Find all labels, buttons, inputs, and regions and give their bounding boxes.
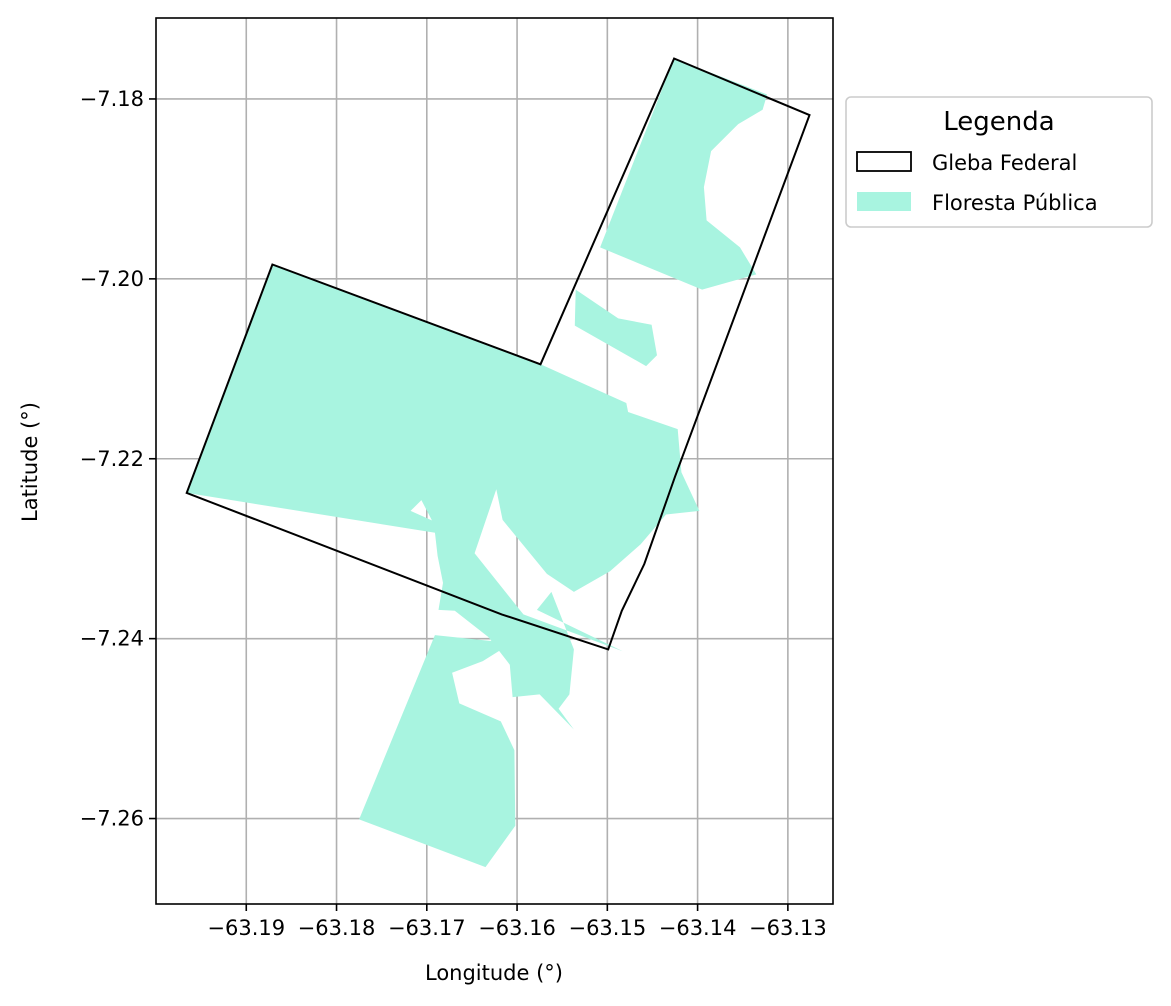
y-axis-title: Latitude (°): [18, 402, 42, 522]
floresta-publica-polygon: [574, 289, 657, 367]
x-tick-label: −63.16: [478, 916, 556, 940]
x-tick-label: −63.13: [749, 916, 827, 940]
y-tick-label: −7.26: [80, 807, 144, 831]
legend-title: Legenda: [943, 107, 1054, 137]
legend-swatch-floresta: [857, 192, 911, 211]
y-tick-label: −7.20: [80, 267, 144, 291]
floresta-publica-polygon: [359, 635, 516, 868]
legend-label-floresta: Floresta Pública: [932, 191, 1098, 215]
floresta-publica-layer: [186, 58, 768, 868]
y-axis-ticks: −7.18 −7.20 −7.22 −7.24 −7.26: [80, 87, 156, 831]
y-tick-label: −7.24: [80, 627, 144, 651]
gleba-federal-layer: [185, 57, 811, 651]
floresta-publica-polygon: [186, 264, 700, 730]
y-tick-label: −7.18: [80, 87, 144, 111]
x-tick-label: −63.19: [207, 916, 285, 940]
legend-swatch-gleba: [856, 151, 912, 172]
legend-label-gleba: Gleba Federal: [932, 151, 1077, 175]
legend-box: [845, 96, 1153, 228]
x-axis-ticks: −63.19 −63.18 −63.17 −63.16 −63.15 −63.14 −63.…: [207, 904, 827, 940]
floresta-publica-polygon: [600, 58, 768, 290]
plot-frame: [155, 17, 834, 905]
x-axis-title: Longitude (°): [425, 961, 563, 985]
gleba-federal-boundary: [185, 57, 811, 651]
x-tick-label: −63.15: [568, 916, 646, 940]
x-tick-label: −63.18: [298, 916, 376, 940]
legend: Legenda Gleba Federal Floresta Pública: [845, 96, 1153, 228]
x-tick-label: −63.17: [388, 916, 466, 940]
y-tick-label: −7.22: [80, 447, 144, 471]
x-tick-label: −63.14: [659, 916, 737, 940]
